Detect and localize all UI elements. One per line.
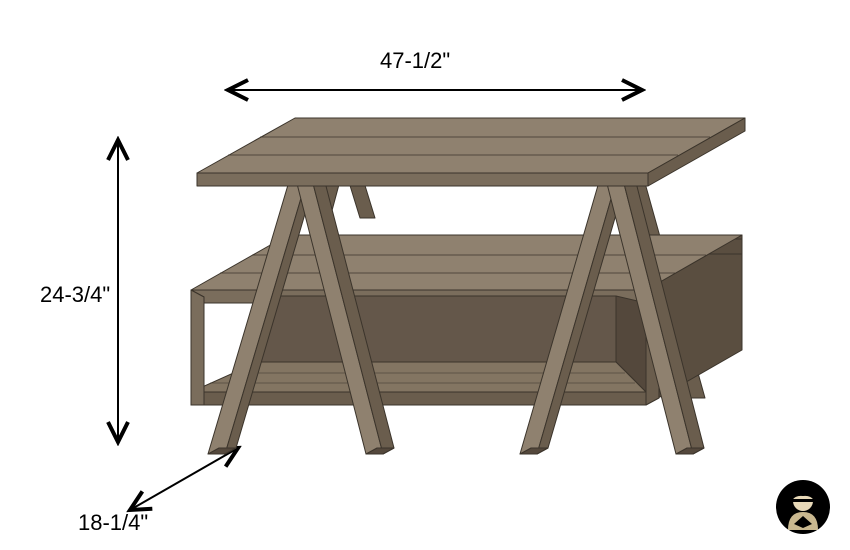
media-console-illustration <box>0 0 850 550</box>
brand-logo <box>774 478 832 536</box>
height-dimension-label: 24-3/4" <box>40 282 110 308</box>
width-dimension-label: 47-1/2" <box>380 48 450 74</box>
depth-dimension-arrow <box>130 448 238 510</box>
depth-dimension-label: 18-1/4" <box>78 510 148 536</box>
console-body <box>191 118 745 454</box>
